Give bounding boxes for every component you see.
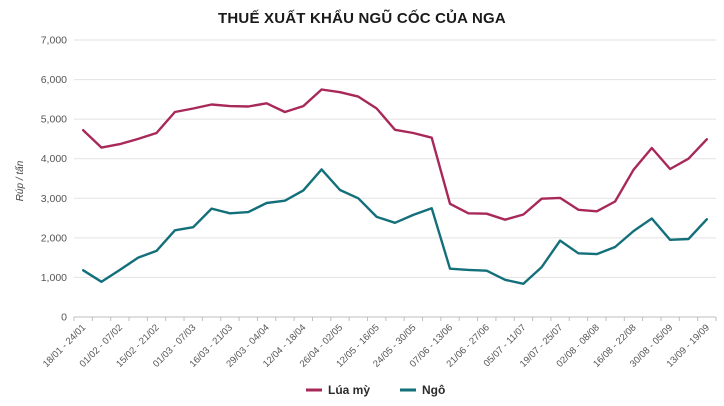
legend-label-wheat: Lúa mỳ bbox=[328, 383, 370, 397]
series-line-corn bbox=[81, 168, 708, 285]
y-tick-label: 6,000 bbox=[41, 74, 67, 86]
y-axis-label: Rúp / tấn bbox=[14, 160, 26, 201]
chart-title: THUẾ XUẤT KHẨU NGŨ CỐC CỦA NGA bbox=[218, 9, 506, 27]
gridlines bbox=[74, 39, 716, 278]
y-tick-label: 5,000 bbox=[41, 114, 67, 126]
y-tick-label: 4,000 bbox=[41, 153, 67, 165]
y-tick-label: 7,000 bbox=[41, 35, 67, 47]
y-tick-label: 1,000 bbox=[41, 272, 67, 284]
y-axis-ticks: 0 1,000 2,000 3,000 4,000 5,000 6,000 7,000 bbox=[41, 35, 67, 324]
y-tick-label: 0 bbox=[61, 312, 67, 324]
series-line-wheat bbox=[81, 88, 708, 221]
series-lines bbox=[81, 88, 708, 285]
legend-label-corn: Ngô bbox=[422, 383, 445, 397]
legend-item-corn: Ngô bbox=[400, 383, 445, 397]
legend: Lúa mỳ Ngô bbox=[306, 383, 445, 397]
y-tick-label: 2,000 bbox=[41, 232, 67, 244]
y-tick-label: 3,000 bbox=[41, 193, 67, 205]
legend-item-wheat: Lúa mỳ bbox=[306, 383, 370, 397]
